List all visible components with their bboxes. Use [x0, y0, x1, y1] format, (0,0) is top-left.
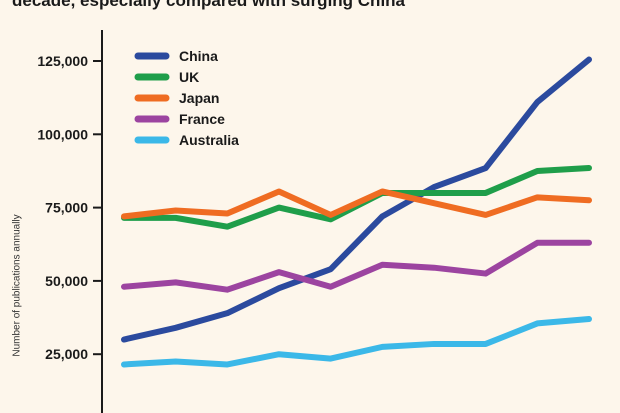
y-tick-label: 100,000: [37, 126, 88, 142]
y-tick-label: 25,000: [45, 346, 88, 362]
y-tick-label: 75,000: [45, 200, 88, 216]
chart-title: decade, especially compared with surging…: [12, 0, 406, 10]
legend-label-china: China: [179, 48, 218, 64]
series-line-uk: [121, 165, 592, 230]
legend-label-japan: Japan: [179, 90, 219, 106]
y-tick-label: 50,000: [45, 273, 88, 289]
legend-label-australia: Australia: [179, 132, 239, 148]
y-tick-label: 125,000: [37, 53, 88, 69]
series-line-japan: [121, 188, 592, 220]
legend-label-uk: UK: [179, 69, 199, 85]
legend-label-france: France: [179, 111, 225, 127]
series-line-china: [121, 56, 592, 343]
series-line-france: [121, 239, 592, 293]
series-line-australia: [121, 316, 592, 368]
